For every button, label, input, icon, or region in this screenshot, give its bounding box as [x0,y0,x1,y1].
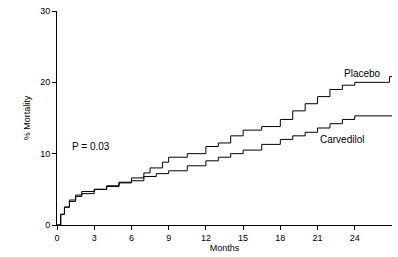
svg-text:10: 10 [40,149,50,159]
svg-text:% Mortality: % Mortality [22,95,32,140]
svg-text:Months: Months [210,243,240,253]
svg-text:0: 0 [54,233,59,243]
svg-text:30: 30 [40,6,50,16]
svg-text:12: 12 [201,233,211,243]
svg-text:20: 20 [40,77,50,87]
svg-text:9: 9 [166,233,171,243]
svg-text:Carvedilol: Carvedilol [320,134,364,145]
svg-text:3: 3 [92,233,97,243]
svg-text:24: 24 [350,233,360,243]
svg-text:18: 18 [275,233,285,243]
svg-text:6: 6 [129,233,134,243]
svg-text:0: 0 [45,220,50,230]
svg-text:15: 15 [238,233,248,243]
svg-text:P = 0.03: P = 0.03 [72,141,110,152]
svg-text:21: 21 [313,233,323,243]
svg-text:Placebo: Placebo [344,68,381,79]
